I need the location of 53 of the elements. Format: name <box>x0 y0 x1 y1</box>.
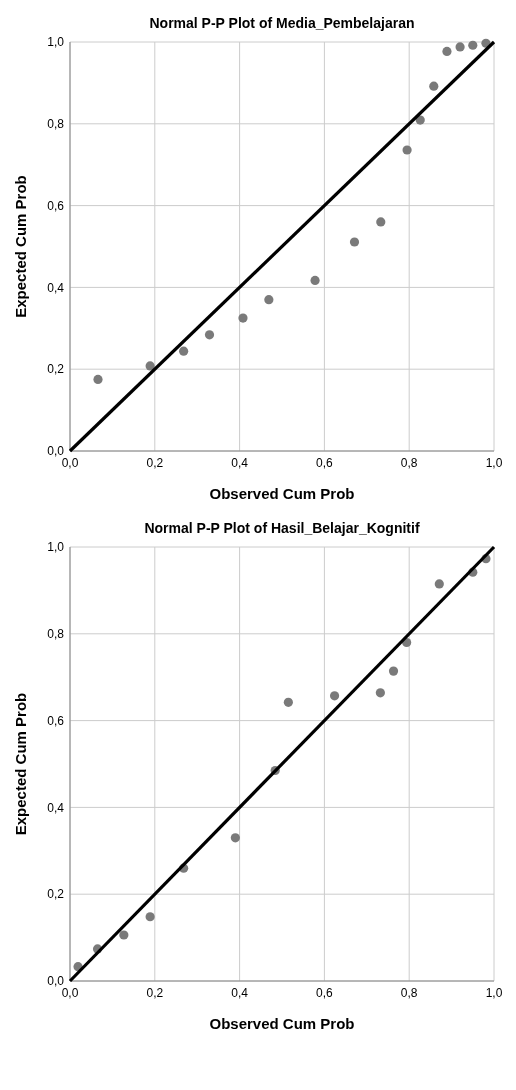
point <box>429 81 439 91</box>
x-axis-title: Observed Cum Prob <box>209 485 355 502</box>
point <box>415 115 425 125</box>
x-tick-label: 0,4 <box>231 456 249 470</box>
y-tick-label: 0,8 <box>47 627 65 641</box>
y-tick-label: 0,0 <box>47 444 65 459</box>
x-tick-label: 0,2 <box>146 986 164 1000</box>
x-tick-label: 0,0 <box>61 456 79 470</box>
point <box>402 145 412 155</box>
y-tick-label: 0,2 <box>47 362 65 377</box>
point <box>230 833 240 843</box>
y-tick-label: 1,0 <box>47 35 65 50</box>
x-axis-title: Observed Cum Prob <box>209 1015 355 1032</box>
y-axis-title: Expected Cum Prob <box>12 692 29 836</box>
y-tick-label: 0,0 <box>47 974 65 989</box>
point <box>119 930 129 940</box>
point <box>93 374 103 385</box>
point <box>310 275 320 286</box>
chart-title: Normal P-P Plot of Hasil_Belajar_Kognitif <box>144 520 420 536</box>
point <box>238 313 248 323</box>
x-tick-label: 1,0 <box>485 456 503 470</box>
x-tick-label: 1,0 <box>485 986 503 1000</box>
point <box>329 691 340 701</box>
y-tick-label: 1,0 <box>47 540 65 555</box>
x-tick-label: 0,2 <box>146 456 164 470</box>
x-tick-label: 0,6 <box>316 986 334 1000</box>
point <box>455 42 465 52</box>
x-tick-label: 0,6 <box>316 456 334 470</box>
y-tick-label: 0,4 <box>47 280 65 295</box>
y-axis-title: Expected Cum Prob <box>12 175 29 318</box>
x-tick-label: 0,0 <box>61 986 79 1000</box>
point <box>145 361 155 371</box>
point <box>442 46 452 57</box>
x-tick-label: 0,8 <box>400 986 418 1000</box>
chart-title: Normal P-P Plot of Media_Pembelajaran <box>149 15 415 31</box>
x-tick-label: 0,4 <box>231 986 249 1000</box>
point <box>375 688 385 698</box>
y-tick-label: 0,2 <box>47 887 65 902</box>
point <box>145 912 155 922</box>
point <box>204 330 215 340</box>
point <box>179 346 189 356</box>
y-tick-label: 0,6 <box>47 198 65 213</box>
y-tick-label: 0,6 <box>47 713 65 728</box>
point <box>283 697 293 707</box>
point <box>388 666 399 676</box>
x-tick-label: 0,8 <box>400 456 418 470</box>
y-tick-label: 0,8 <box>47 117 65 131</box>
point <box>349 237 360 247</box>
point <box>376 217 386 227</box>
y-tick-label: 0,4 <box>47 800 65 815</box>
point <box>468 40 478 50</box>
point <box>434 579 444 589</box>
point <box>264 295 274 305</box>
